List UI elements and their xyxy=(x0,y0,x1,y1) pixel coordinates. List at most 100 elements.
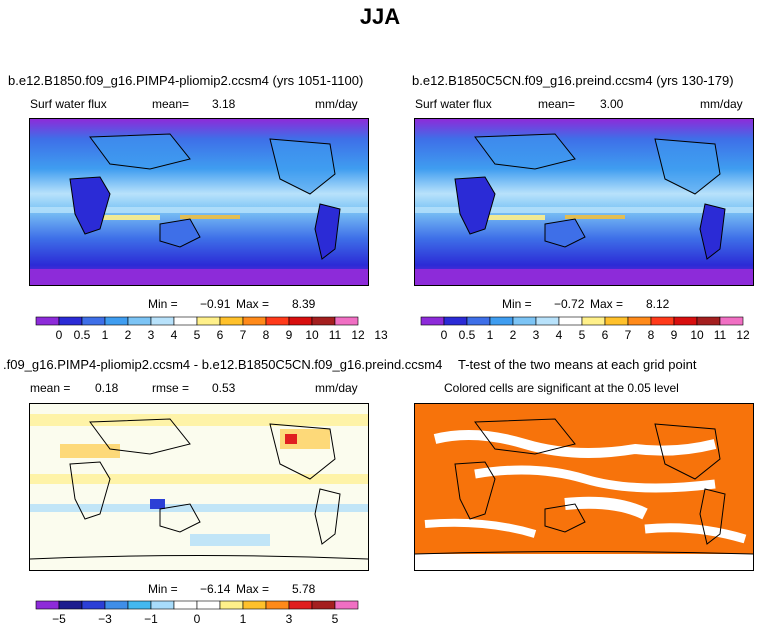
colorbar-tick-label: 1 xyxy=(240,612,247,626)
colorbar-box xyxy=(35,600,60,610)
colorbar-box xyxy=(265,600,290,610)
panel1-min-label: Min = xyxy=(148,297,178,311)
colorbar-tick-label: 0.5 xyxy=(74,328,91,342)
colorbar-tick-label: 2 xyxy=(125,328,132,342)
colorbar-box xyxy=(196,316,221,326)
colorbar-tick-label: 6 xyxy=(217,328,224,342)
colorbar-box xyxy=(535,316,560,326)
panel3-rmse-value: 0.53 xyxy=(212,381,236,395)
colorbar-box xyxy=(81,316,106,326)
panel3-colorbar: −5 −3 −1 0 1 3 5 xyxy=(35,599,359,626)
colorbar-tick-label: 4 xyxy=(556,328,563,342)
colorbar-box xyxy=(242,600,267,610)
colorbar-tick-label: −1 xyxy=(144,612,158,626)
colorbar-tick-label: 12 xyxy=(736,328,750,342)
colorbar-box xyxy=(288,316,313,326)
panel1-min-value: −0.91 xyxy=(200,297,231,311)
colorbar-tick-label: 0.5 xyxy=(459,328,476,342)
panel3-max-label: Max = xyxy=(236,582,270,596)
panel4-subtitle: Colored cells are significant at the 0.0… xyxy=(444,381,679,395)
panel2-map xyxy=(414,118,754,286)
colorbar-box xyxy=(512,316,537,326)
colorbar-tick-label: 9 xyxy=(286,328,293,342)
panel1-map xyxy=(29,118,369,286)
colorbar-box xyxy=(604,316,629,326)
colorbar-tick-label: 11 xyxy=(714,328,727,342)
panel3-colorbar-svg: −5 −3 −1 0 1 3 5 xyxy=(35,600,359,626)
colorbar-box xyxy=(196,600,221,610)
panel3-units: mm/day xyxy=(315,381,358,395)
panel1-units: mm/day xyxy=(315,97,358,111)
colorbar-box xyxy=(334,600,359,610)
panel3-map-svg xyxy=(30,404,368,570)
colorbar-tick-label: 12 xyxy=(351,328,365,342)
panel1-variable: Surf water flux xyxy=(30,97,107,111)
colorbar-tick-label: 0 xyxy=(56,328,63,342)
colorbar-box xyxy=(104,316,129,326)
panel1-mean-value: 3.18 xyxy=(212,97,236,111)
colorbar-box xyxy=(650,316,675,326)
panel2-max-value: 8.12 xyxy=(646,297,670,311)
panel3-mean-label: mean = xyxy=(30,381,71,395)
colorbar-box xyxy=(81,600,106,610)
colorbar-box xyxy=(719,316,744,326)
colorbar-tick-label: −3 xyxy=(98,612,112,626)
colorbar-tick-label: 3 xyxy=(148,328,155,342)
colorbar-tick-label: 5 xyxy=(194,328,201,342)
colorbar-tick-label: 0 xyxy=(441,328,448,342)
panel1-mean-label: mean= xyxy=(152,97,190,111)
panel1-max-value: 8.39 xyxy=(292,297,316,311)
colorbar-tick-label: −5 xyxy=(52,612,66,626)
colorbar-box xyxy=(627,316,652,326)
colorbar-tick-label: 0 xyxy=(194,612,201,626)
panel1-colorbar-svg: 0 0.5 1 2 3 4 5 6 7 8 9 10 11 12 13 xyxy=(35,316,388,342)
colorbar-box xyxy=(173,600,198,610)
colorbar-tick-label: 8 xyxy=(263,328,270,342)
panel1-max-label: Max = xyxy=(236,297,270,311)
panel2-mean-label: mean= xyxy=(538,97,576,111)
colorbar-tick-label: 10 xyxy=(690,328,704,342)
colorbar-box xyxy=(334,316,359,326)
panel2-max-label: Max = xyxy=(590,297,624,311)
colorbar-tick-label: 11 xyxy=(329,328,342,342)
panel3-min-label: Min = xyxy=(148,582,178,596)
colorbar-tick-label: 9 xyxy=(671,328,678,342)
colorbar-tick-label: 8 xyxy=(648,328,655,342)
panel2-min-value: −0.72 xyxy=(554,297,585,311)
panel2-title: b.e12.B1850C5CN.f09_g16.preind.ccsm4 (yr… xyxy=(412,73,734,88)
colorbar-box xyxy=(35,316,60,326)
colorbar-tick-label: 5 xyxy=(579,328,586,342)
panel2-units: mm/day xyxy=(700,97,743,111)
colorbar-box xyxy=(696,316,721,326)
colorbar-box xyxy=(443,316,468,326)
colorbar-box xyxy=(673,316,698,326)
colorbar-box xyxy=(58,600,83,610)
colorbar-box xyxy=(489,316,514,326)
colorbar-tick-label: 1 xyxy=(487,328,494,342)
colorbar-box xyxy=(150,316,175,326)
colorbar-box xyxy=(219,316,244,326)
colorbar-tick-label: 6 xyxy=(602,328,609,342)
colorbar-box xyxy=(104,600,129,610)
colorbar-box xyxy=(558,316,583,326)
panel1-title: b.e12.B1850.f09_g16.PIMP4-pliomip2.ccsm4… xyxy=(8,73,364,88)
colorbar-tick-label: 3 xyxy=(533,328,540,342)
colorbar-box xyxy=(173,316,198,326)
panel4-map-svg xyxy=(415,404,753,570)
panel2-map-svg xyxy=(415,119,753,285)
colorbar-box xyxy=(58,316,83,326)
panel2-min-label: Min = xyxy=(502,297,532,311)
panel3-rmse-label: rmse = xyxy=(152,381,190,395)
colorbar-box xyxy=(581,316,606,326)
colorbar-tick-label: 10 xyxy=(305,328,319,342)
colorbar-box xyxy=(420,316,445,326)
colorbar-box xyxy=(466,316,491,326)
colorbar-tick-label: 7 xyxy=(625,328,632,342)
colorbar-tick-label: 3 xyxy=(286,612,293,626)
colorbar-tick-label: 1 xyxy=(102,328,109,342)
colorbar-box xyxy=(311,316,336,326)
colorbar-box xyxy=(219,600,244,610)
colorbar-box xyxy=(127,600,152,610)
